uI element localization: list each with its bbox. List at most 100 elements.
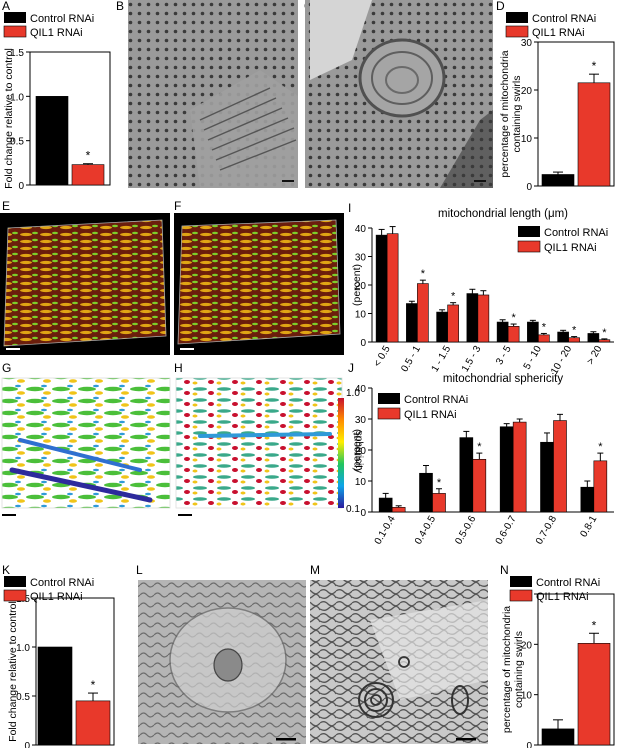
y-tick-label: 0 <box>526 182 532 193</box>
scale-bar <box>456 738 476 741</box>
x-tick-label: 0.1-0.4 <box>373 514 398 547</box>
significance-star: * <box>477 441 482 453</box>
bar-qil1 <box>577 82 611 187</box>
bar-qil1 <box>75 700 111 746</box>
legend-label-qil1: QIL1 RNAi <box>30 591 83 603</box>
image-h <box>175 377 343 516</box>
panel-letter-b: B <box>116 0 124 13</box>
y-axis-label: containing swirls <box>511 75 523 152</box>
panel-letter-f: F <box>174 199 181 213</box>
scale-bar <box>2 514 16 516</box>
y-tick-label: 20 <box>355 446 367 457</box>
colorbar-max-label: 1.0 <box>346 388 360 399</box>
x-tick-label: 5 - 10 <box>522 344 545 372</box>
panel-letter-i: I <box>348 201 351 215</box>
y-tick-label: 20 <box>355 281 367 292</box>
y-tick-label: 40 <box>355 384 367 395</box>
y-axis-label: Fold change relative to control <box>7 601 19 742</box>
bar-control <box>541 174 575 187</box>
panel-letter-j: J <box>348 361 354 375</box>
significance-star: * <box>421 268 426 280</box>
y-tick-label: 10 <box>355 310 367 321</box>
y-axis-label: Fold change relative to control <box>3 48 15 189</box>
image-g <box>1 377 171 516</box>
legend-label-control: Control RNAi <box>544 227 608 239</box>
y-tick-label: 10 <box>521 691 533 702</box>
y-axis-label: percentage of mitochondria <box>501 606 513 733</box>
panel-letter-m: M <box>310 563 320 577</box>
bar-qil1 <box>71 164 105 186</box>
bar-qil1 <box>417 283 429 343</box>
y-tick-label: 30 <box>355 415 367 426</box>
significance-star: * <box>437 477 442 489</box>
y-tick-label: 1.5 <box>10 48 24 59</box>
chart-i: mitochondrial length (μm) 0 10 20 30 40 < 0.5 *… <box>351 208 614 376</box>
legend-label-qil1: QIL1 RNAi <box>536 591 589 603</box>
legend-swatch-qil1 <box>517 240 541 253</box>
x-tick-label: 10 - 20 <box>549 344 574 377</box>
y-tick-label: 1.0 <box>16 643 30 654</box>
scale-bar <box>474 180 486 182</box>
micrograph-c <box>305 0 493 188</box>
chart-d: 0 10 20 30 * percentage of mitochondria contai… <box>499 12 615 193</box>
scale-bar <box>276 738 296 741</box>
chart-title: mitochondrial length (μm) <box>438 208 568 220</box>
micrograph-b <box>128 0 298 188</box>
significance-star: * <box>86 149 91 163</box>
legend-label-control: Control RNAi <box>536 577 600 589</box>
bar-qil1 <box>598 339 611 343</box>
bar-control <box>540 441 554 513</box>
bar-control <box>499 426 514 513</box>
bar-control <box>541 728 575 746</box>
significance-star: * <box>91 678 96 692</box>
x-tick-label: 0.6-0.7 <box>494 514 519 547</box>
bar-qil1 <box>386 233 399 343</box>
bar-control <box>496 321 509 343</box>
bar-qil1 <box>432 493 446 513</box>
bar-control <box>466 293 479 343</box>
scale-bar <box>178 514 192 516</box>
x-tick-label: 0.7-0.8 <box>534 514 559 547</box>
bar-qil1 <box>447 304 459 343</box>
bar-qil1 <box>593 460 608 513</box>
bar-control <box>580 486 595 513</box>
panel-letter-d: D <box>496 0 505 13</box>
image-f <box>174 213 344 355</box>
chart-k: 00.51.01.5*Fold change relative to contr… <box>3 576 115 748</box>
bar-qil1 <box>472 458 487 513</box>
panel-letter-g: G <box>2 361 11 375</box>
legend-swatch-qil1 <box>509 589 533 602</box>
bar-qil1 <box>553 420 567 513</box>
bar-qil1 <box>568 337 580 343</box>
legend-label-control: Control RNAi <box>532 13 596 25</box>
chart-a: 0 0.5 1.0 1.5 * Fold change relative to contr… <box>3 12 111 192</box>
scale-bar <box>282 180 294 182</box>
bar-control <box>587 333 600 343</box>
significance-star: * <box>572 325 577 337</box>
bar-control <box>37 646 73 746</box>
scale-bar <box>180 348 194 350</box>
bar-qil1 <box>507 326 520 343</box>
legend-label-qil1: QIL1 RNAi <box>532 27 585 39</box>
y-tick-label: 20 <box>521 86 533 97</box>
micrograph-m <box>310 580 488 744</box>
bar-control <box>406 303 418 343</box>
panel-letter-k: K <box>2 563 10 577</box>
x-tick-label: 0.5-0.6 <box>453 514 478 547</box>
legend-label-control: Control RNAi <box>30 13 94 25</box>
legend-label-qil1: QIL1 RNAi <box>30 27 83 39</box>
chart-title: mitochondrial sphericity <box>443 373 563 385</box>
bar-qil1 <box>477 294 490 343</box>
y-tick-label: 30 <box>355 253 367 264</box>
significance-star: * <box>598 441 603 453</box>
chart-j: mitochondrial sphericity 0 10 20 30 40 0.1-0.4… <box>351 373 614 546</box>
micrograph-l <box>138 580 306 744</box>
bar-control <box>459 437 474 513</box>
bar-qil1 <box>538 334 550 343</box>
panel-letter-a: A <box>2 0 10 13</box>
legend-label-qil1: QIL1 RNAi <box>544 242 597 254</box>
y-axis-label: (percent) <box>351 429 363 471</box>
legend-label-control: Control RNAi <box>404 394 468 406</box>
y-tick-label: 0 <box>360 508 366 519</box>
